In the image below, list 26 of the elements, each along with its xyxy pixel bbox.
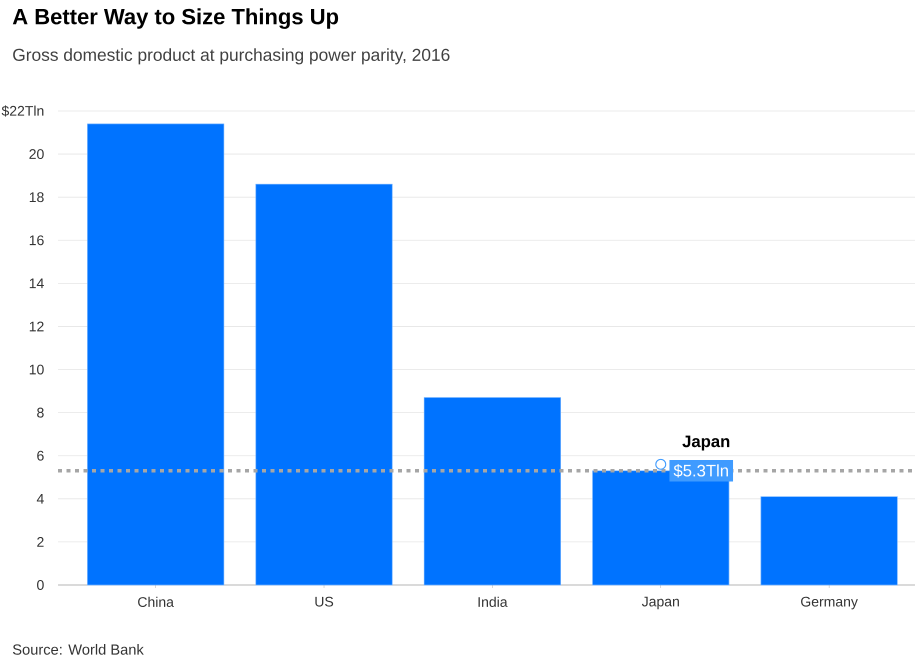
y-tick-label: 18 (30, 192, 44, 202)
y-tick-label: 14 (30, 278, 44, 288)
source-note: Source: World Bank (12, 644, 144, 655)
y-tick-label: 0 (37, 580, 44, 590)
bar (87, 124, 224, 586)
y-tick-label: $22Tln (2, 105, 44, 117)
ref-line-label: $5.3Tln (674, 464, 728, 478)
x-tick-label: Japan (642, 596, 679, 610)
y-tick-label: 16 (30, 235, 44, 246)
bar (256, 184, 393, 586)
y-tick-label: 4 (36, 494, 44, 504)
y-tick-label: 8 (37, 408, 44, 418)
bar (424, 397, 561, 586)
x-tick-label: US (315, 596, 334, 607)
x-tick-label: Germany (801, 596, 858, 610)
y-tick-label: 12 (30, 322, 44, 332)
annotation: Japan (682, 436, 730, 451)
chart-subtitle: Gross domestic product at purchasing power parity, 2016 (13, 48, 450, 64)
y-tick-label: 10 (30, 364, 44, 374)
y-tick-label: 20 (29, 149, 44, 160)
x-tick-label: China (138, 596, 174, 607)
x-tick-label: India (478, 596, 508, 607)
chart-title: A Better Way to Size Things Up (12, 8, 338, 29)
y-tick-label: 6 (37, 450, 44, 461)
bar (760, 496, 898, 586)
y-tick-label: 2 (37, 537, 44, 547)
